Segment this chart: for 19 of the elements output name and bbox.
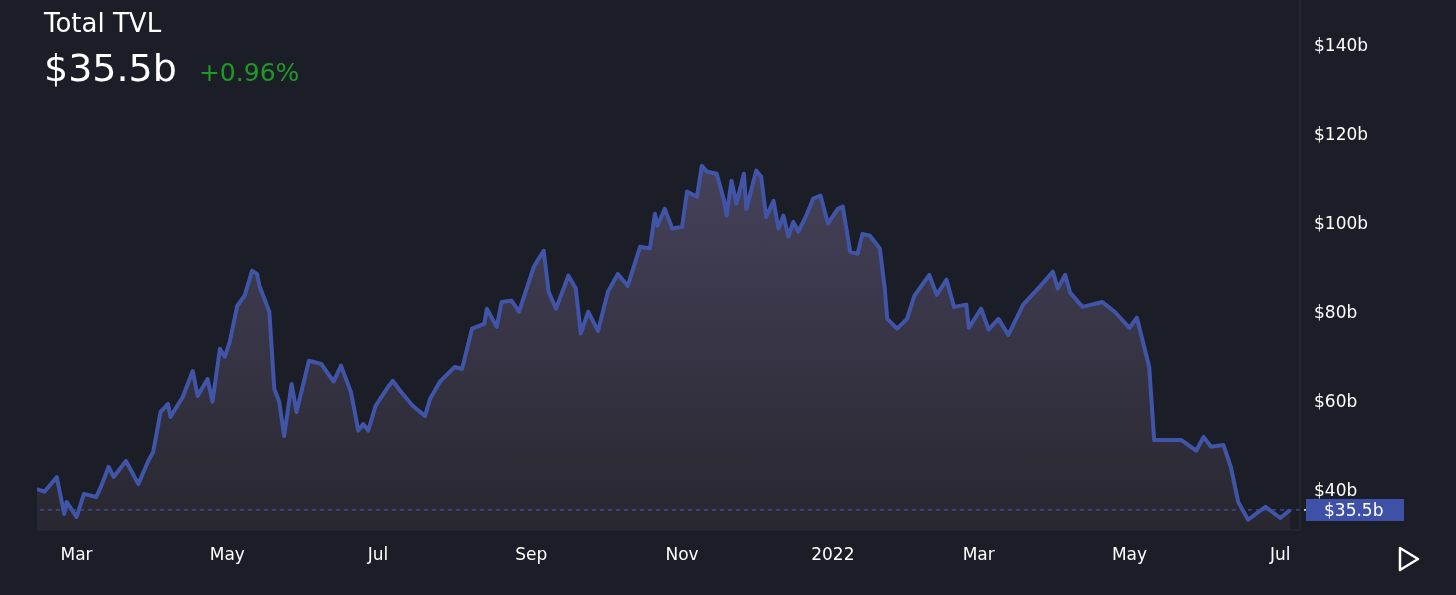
x-tick-label: Jul (366, 544, 389, 565)
chart-title: Total TVL (44, 8, 162, 38)
y-tick-label: $80b (1314, 301, 1358, 322)
y-tick-label: $100b (1314, 212, 1369, 233)
x-tick-label: May (209, 544, 245, 565)
y-tick-label: $40b (1314, 479, 1358, 500)
y-tick-label: $140b (1314, 34, 1369, 55)
x-tick-label: Nov (665, 544, 699, 565)
y-tick-label: $120b (1314, 123, 1369, 144)
annotation: +0.96% (198, 58, 300, 87)
x-tick-label: Sep (515, 544, 548, 565)
ref-line-label: $35.5b (1324, 499, 1384, 520)
x-tick-label: 2022 (811, 544, 855, 565)
x-tick-label: May (1111, 544, 1148, 565)
x-tick-label: Jul (1268, 544, 1291, 565)
text: $35.5b (44, 46, 177, 90)
x-tick-label: Mar (60, 544, 93, 565)
y-tick-label: $60b (1314, 390, 1358, 411)
x-tick-label: Mar (962, 544, 995, 565)
